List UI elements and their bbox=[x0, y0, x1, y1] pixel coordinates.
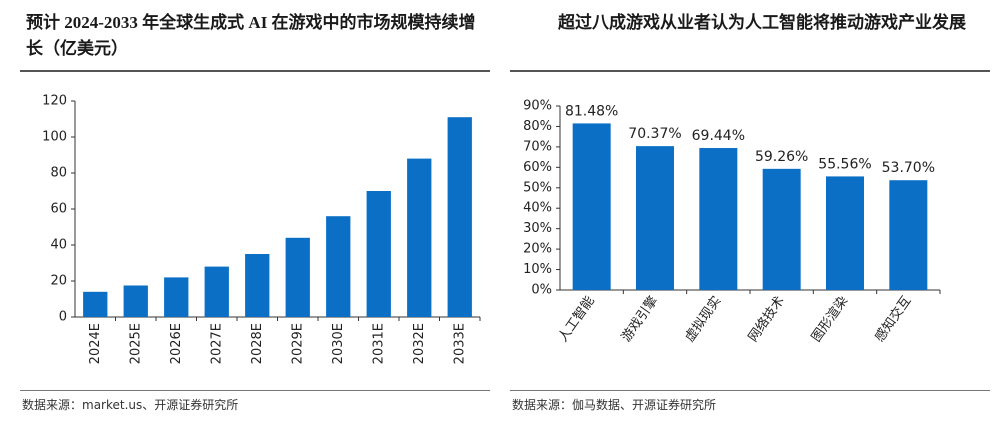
y-tick-label: 40% bbox=[523, 201, 552, 216]
bar bbox=[285, 237, 310, 317]
chart-panel: 预计 2024-2033 年全球生成式 AI 在游戏中的市场规模持续增长（亿美元… bbox=[20, 0, 490, 423]
x-tick-label: 2028E bbox=[250, 323, 265, 364]
x-tick-label: 人工智能 bbox=[556, 294, 598, 345]
x-tick-label: 2025E bbox=[128, 323, 143, 364]
source-note: 数据来源：伽马数据、开源证券研究所 bbox=[510, 390, 990, 413]
y-tick-label: 10% bbox=[523, 262, 552, 277]
x-tick-label: 2033E bbox=[452, 323, 467, 364]
bar bbox=[164, 277, 189, 317]
bar bbox=[826, 176, 864, 290]
y-tick-label: 120 bbox=[42, 94, 67, 109]
value-label: 55.56% bbox=[818, 156, 871, 172]
x-tick-label: 2032E bbox=[412, 323, 427, 364]
chart-title: 超过八成游戏从业者认为人工智能将推动游戏产业发展 bbox=[510, 10, 990, 72]
y-tick-label: 50% bbox=[523, 180, 552, 195]
bar bbox=[245, 254, 270, 317]
value-label: 53.70% bbox=[882, 160, 935, 176]
bar bbox=[889, 180, 928, 290]
bar bbox=[407, 158, 432, 317]
chart: 0 20 40 60 80 100 120 2024E 2025E 2026E 2027E 2028E… bbox=[42, 94, 481, 364]
chart-title: 预计 2024-2033 年全球生成式 AI 在游戏中的市场规模持续增长（亿美元… bbox=[20, 10, 490, 72]
y-tick-label: 60 bbox=[50, 202, 67, 217]
chart-panel: 超过八成游戏从业者认为人工智能将推动游戏产业发展 0% 10% 20% 30% 40% 5… bbox=[510, 0, 990, 423]
y-tick-label: 40 bbox=[50, 238, 67, 253]
bar bbox=[366, 191, 391, 317]
x-tick-label: 2029E bbox=[290, 323, 305, 364]
source-note: 数据来源：market.us、开源证券研究所 bbox=[20, 390, 490, 413]
y-tick-label: 30% bbox=[523, 221, 552, 236]
y-tick-label: 90% bbox=[523, 99, 552, 114]
value-label: 81.48% bbox=[565, 103, 618, 119]
x-tick-label: 虚拟现实 bbox=[682, 294, 724, 345]
y-tick-label: 100 bbox=[42, 130, 67, 145]
bar bbox=[326, 216, 351, 317]
bar bbox=[699, 148, 738, 290]
bar bbox=[447, 117, 472, 317]
y-tick-label: 80% bbox=[523, 119, 552, 134]
bar bbox=[83, 291, 108, 317]
chart: 0% 10% 20% 30% 40% 50% 60% 70% 80% 90% 人工智能 81.48% 游… bbox=[523, 99, 941, 345]
value-label: 59.26% bbox=[755, 149, 808, 165]
x-tick-label: 2027E bbox=[209, 323, 224, 364]
bar bbox=[123, 285, 148, 317]
y-tick-label: 80 bbox=[50, 166, 67, 181]
y-tick-label: 0 bbox=[59, 310, 67, 325]
x-tick-label: 2026E bbox=[169, 323, 184, 364]
bar bbox=[204, 266, 229, 317]
x-tick-label: 网络技术 bbox=[745, 293, 788, 345]
y-tick-label: 20 bbox=[50, 274, 67, 289]
value-label: 70.37% bbox=[628, 126, 681, 142]
y-tick-label: 70% bbox=[523, 139, 552, 154]
x-tick-label: 感知交互 bbox=[872, 293, 915, 345]
bar bbox=[572, 123, 611, 290]
x-tick-label: 游戏引擎 bbox=[619, 294, 661, 345]
x-tick-label: 2024E bbox=[88, 323, 103, 364]
x-tick-label: 2030E bbox=[331, 323, 346, 364]
y-tick-label: 60% bbox=[523, 160, 552, 175]
x-tick-label: 图形渲染 bbox=[809, 294, 851, 345]
y-tick-label: 20% bbox=[523, 242, 552, 257]
x-tick-label: 2031E bbox=[371, 323, 386, 364]
value-label: 69.44% bbox=[692, 128, 745, 144]
bar bbox=[762, 168, 801, 290]
y-tick-label: 0% bbox=[531, 283, 552, 298]
bar bbox=[636, 146, 674, 290]
